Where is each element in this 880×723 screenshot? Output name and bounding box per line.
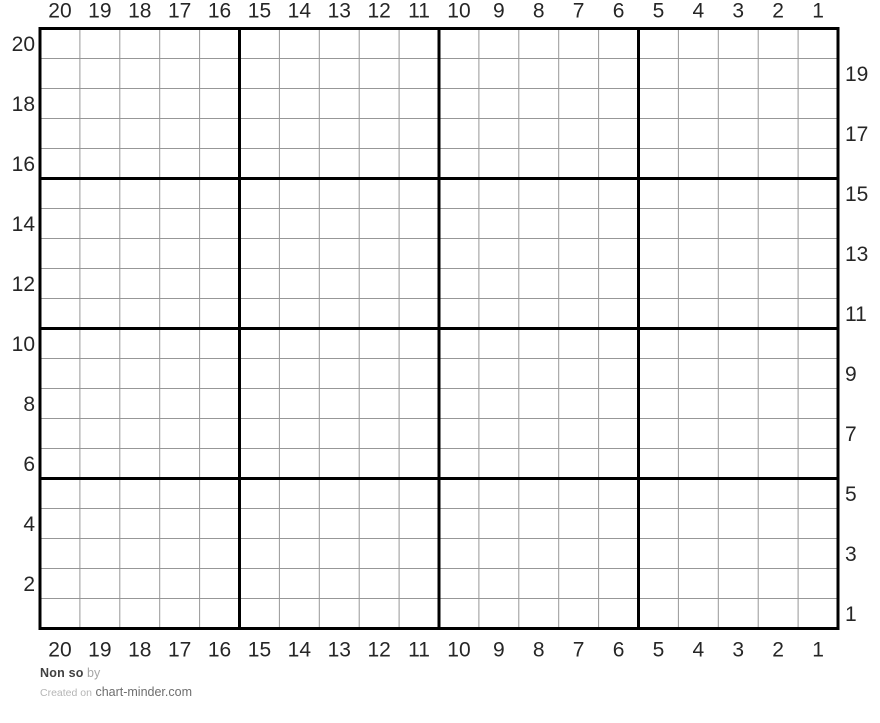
bottom-col-label: 11 (408, 639, 430, 662)
right-row-label: 3 (845, 543, 857, 566)
right-row-label: 7 (845, 423, 857, 446)
chart-title: Non so (40, 666, 84, 680)
bottom-col-label: 15 (248, 639, 271, 662)
left-row-label: 18 (12, 93, 35, 116)
top-col-label: 8 (533, 0, 545, 23)
left-row-label: 8 (23, 393, 35, 416)
bottom-col-label: 19 (88, 639, 111, 662)
bottom-col-label: 18 (128, 639, 151, 662)
top-col-label: 2 (772, 0, 784, 23)
bottom-col-label: 7 (573, 639, 585, 662)
right-row-label: 17 (845, 123, 868, 146)
top-col-label: 13 (328, 0, 351, 23)
right-row-label: 19 (845, 63, 868, 86)
right-row-label: 11 (845, 303, 867, 326)
left-row-label: 4 (23, 513, 35, 536)
bottom-col-label: 12 (367, 639, 390, 662)
left-row-label: 2 (23, 573, 35, 596)
top-col-label: 5 (653, 0, 665, 23)
bottom-col-label: 4 (693, 639, 705, 662)
bottom-col-label: 16 (208, 639, 231, 662)
bottom-col-label: 2 (772, 639, 784, 662)
right-row-label: 13 (845, 243, 868, 266)
left-row-label: 16 (12, 153, 35, 176)
bottom-col-label: 3 (732, 639, 744, 662)
bottom-col-label: 1 (812, 639, 824, 662)
right-row-label: 5 (845, 483, 857, 506)
top-col-label: 17 (168, 0, 191, 23)
right-row-label: 15 (845, 183, 868, 206)
top-col-label: 19 (88, 0, 111, 23)
bottom-col-label: 14 (288, 639, 312, 662)
bottom-col-label: 10 (447, 639, 470, 662)
top-col-label: 14 (288, 0, 312, 23)
top-col-label: 4 (693, 0, 705, 23)
top-col-label: 11 (408, 0, 430, 23)
bottom-col-label: 8 (533, 639, 545, 662)
top-col-label: 16 (208, 0, 231, 23)
top-col-label: 10 (447, 0, 470, 23)
bottom-col-label: 9 (493, 639, 505, 662)
bottom-col-label: 13 (328, 639, 351, 662)
left-row-label: 6 (23, 453, 35, 476)
left-row-label: 12 (12, 273, 35, 296)
top-col-label: 7 (573, 0, 585, 23)
top-col-label: 3 (732, 0, 744, 23)
grid-major-lines (40, 28, 838, 629)
top-col-label: 1 (812, 0, 824, 23)
bottom-col-label: 5 (653, 639, 665, 662)
left-row-label: 10 (12, 333, 35, 356)
top-col-label: 6 (613, 0, 625, 23)
chart-author-by-label: by (87, 666, 101, 680)
chart-title-line: Non so by (40, 666, 192, 681)
top-col-label: 12 (367, 0, 390, 23)
bottom-col-label: 17 (168, 639, 191, 662)
left-row-label: 20 (12, 33, 35, 56)
left-row-label: 14 (12, 213, 36, 236)
bottom-col-label: 20 (48, 639, 71, 662)
top-col-label: 18 (128, 0, 151, 23)
bottom-col-label: 6 (613, 639, 625, 662)
chart-footer: Non so by Created on chart-minder.com (40, 666, 192, 700)
credit-prefix: Created on (40, 687, 92, 699)
top-col-label: 15 (248, 0, 271, 23)
credit-site-link[interactable]: chart-minder.com (95, 685, 192, 699)
top-col-label: 20 (48, 0, 71, 23)
top-col-label: 9 (493, 0, 505, 23)
credit-line: Created on chart-minder.com (40, 685, 192, 700)
right-row-label: 9 (845, 363, 857, 386)
grid-border (38, 27, 840, 630)
right-row-label: 1 (845, 603, 857, 626)
